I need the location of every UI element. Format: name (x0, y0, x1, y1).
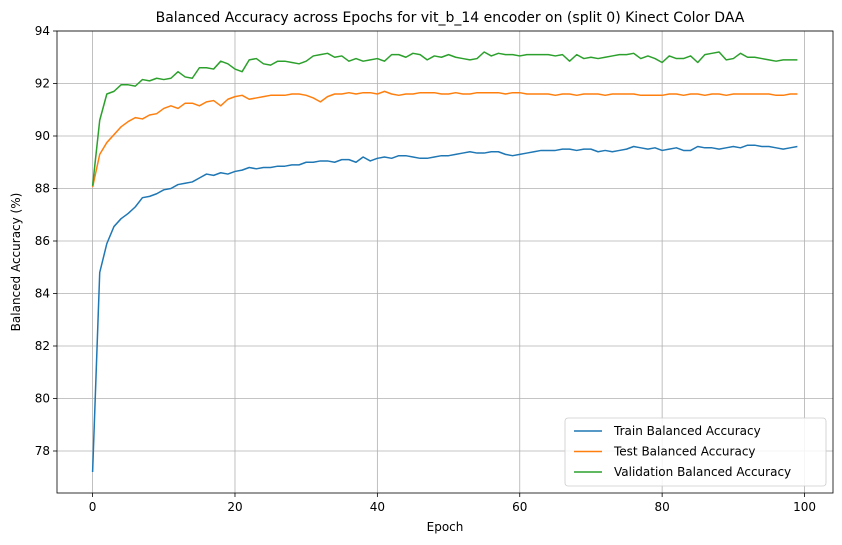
y-tick-label: 84 (35, 287, 50, 301)
legend-label-train: Train Balanced Accuracy (613, 424, 761, 438)
x-tick-label: 20 (227, 500, 242, 514)
y-tick-label: 90 (35, 129, 50, 143)
legend-label-test: Test Balanced Accuracy (613, 445, 756, 459)
y-tick-label: 88 (35, 182, 50, 196)
x-tick-label: 60 (512, 500, 527, 514)
legend-label-validation: Validation Balanced Accuracy (614, 465, 791, 479)
x-tick-label: 40 (370, 500, 385, 514)
y-axis: 78 80 82 84 86 88 90 92 94 (35, 24, 57, 458)
chart-title: Balanced Accuracy across Epochs for vit_… (156, 10, 745, 26)
series-line-validation (91, 51, 798, 186)
grid (57, 30, 833, 493)
series-line-train (91, 144, 798, 473)
y-tick-label: 94 (35, 24, 50, 38)
series-line-test (91, 90, 798, 188)
legend: Train Balanced Accuracy Test Balanced Acc… (564, 417, 827, 487)
x-tick-label: 0 (89, 500, 97, 514)
y-tick-label: 82 (35, 339, 50, 353)
y-tick-label: 86 (35, 234, 50, 248)
x-tick-label: 80 (654, 500, 669, 514)
x-axis-label: Epoch (427, 520, 464, 534)
y-tick-label: 80 (35, 392, 50, 406)
y-tick-label: 92 (35, 77, 50, 91)
x-tick-label: 100 (793, 500, 816, 514)
series-lines (91, 51, 798, 473)
y-tick-label: 78 (35, 444, 50, 458)
plot-frame (56, 30, 834, 494)
x-axis: 0 20 40 60 80 100 (89, 493, 816, 514)
legend-box (564, 417, 827, 487)
y-axis-label: Balanced Accuracy (%) (9, 193, 23, 332)
